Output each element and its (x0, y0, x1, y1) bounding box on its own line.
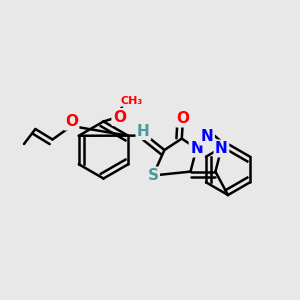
Text: O: O (176, 111, 190, 126)
Text: O: O (113, 110, 126, 124)
Text: N: N (190, 141, 203, 156)
Text: CH₃: CH₃ (121, 95, 143, 106)
Text: N: N (201, 129, 213, 144)
Text: H: H (137, 124, 150, 139)
Text: O: O (65, 114, 78, 129)
Text: S: S (148, 168, 158, 183)
Text: N: N (215, 141, 228, 156)
